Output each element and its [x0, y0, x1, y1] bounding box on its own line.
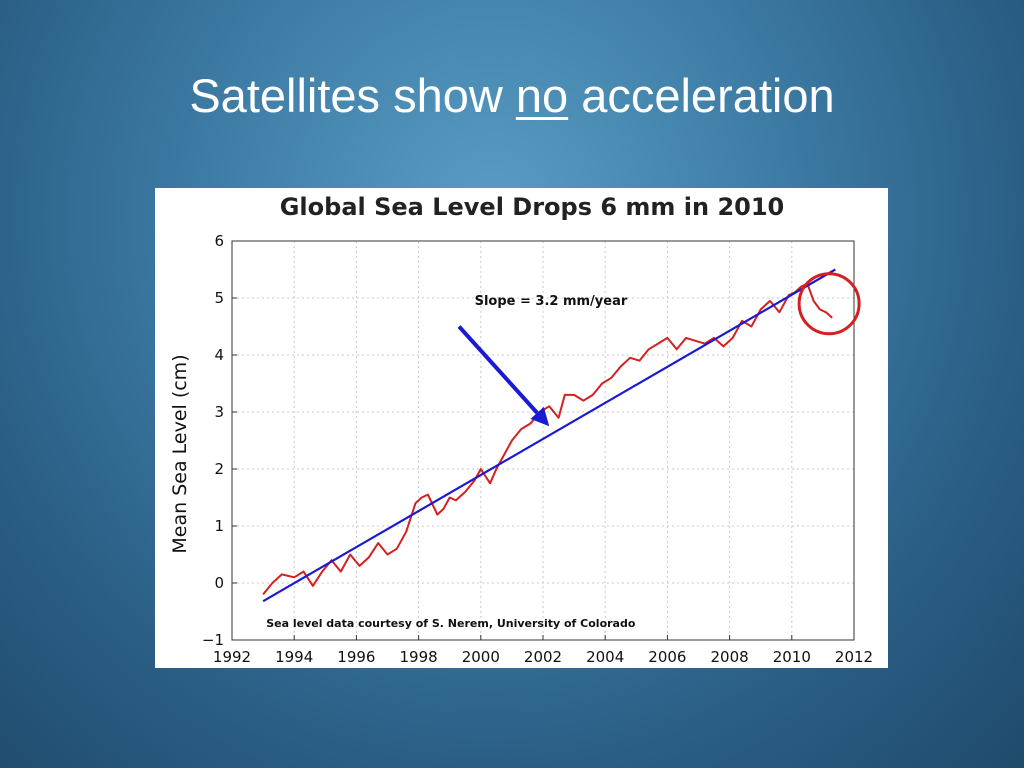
- x-tick-label: 1992: [213, 648, 251, 666]
- x-tick-label: 2004: [586, 648, 624, 666]
- x-tick-label: 2010: [773, 648, 811, 666]
- x-ticks: 1992 1994 1996 1998 2000 2002 2004 2006 2008 2010…: [213, 635, 873, 666]
- title-text-before: Satellites show: [189, 69, 516, 122]
- title-text-after: acceleration: [568, 69, 835, 122]
- y-tick-label: 3: [214, 403, 224, 421]
- chart-title: Global Sea Level Drops 6 mm in 2010: [280, 193, 785, 221]
- y-tick-label: 2: [214, 460, 224, 478]
- sea-level-series-line: [262, 282, 833, 596]
- arrow-shaft: [457, 325, 539, 415]
- slide-title: Satellites show no acceleration: [0, 64, 1024, 128]
- y-tick-label: 0: [214, 574, 224, 592]
- chart-panel: Global Sea Level Drops 6 mm in 2010 Mean…: [155, 188, 888, 668]
- x-tick-label: 1996: [337, 648, 375, 666]
- y-tick-label: 1: [214, 517, 224, 535]
- y-tick-label: −1: [202, 631, 224, 649]
- series: [262, 268, 836, 603]
- y-ticks: −1 0 1 2 3 4 5 6: [202, 232, 237, 649]
- x-tick-label: 1994: [275, 648, 313, 666]
- x-tick-label: 2008: [711, 648, 749, 666]
- y-tick-label: 4: [214, 346, 224, 364]
- x-tick-label: 1998: [400, 648, 438, 666]
- highlight-circle: [797, 272, 861, 336]
- sea-level-chart: Global Sea Level Drops 6 mm in 2010 Mean…: [169, 193, 873, 666]
- y-axis-label: Mean Sea Level (cm): [169, 354, 191, 553]
- y-tick-label: 5: [214, 289, 224, 307]
- highlight-circle-shape: [797, 272, 861, 336]
- x-tick-label: 2006: [648, 648, 686, 666]
- x-tick-label: 2000: [462, 648, 500, 666]
- y-tick-label: 6: [214, 232, 224, 250]
- trend-line: [262, 268, 836, 603]
- title-text-emphasis: no: [515, 69, 569, 122]
- annotations: Slope = 3.2 mm/year Sea level data courte…: [266, 294, 636, 630]
- x-tick-label: 2002: [524, 648, 562, 666]
- x-tick-label: 2012: [835, 648, 873, 666]
- data-credit: Sea level data courtesy of S. Nerem, Uni…: [266, 617, 636, 630]
- slope-annotation: Slope = 3.2 mm/year: [475, 294, 628, 309]
- arrow-head: [530, 406, 550, 427]
- slope-arrow: [457, 325, 550, 427]
